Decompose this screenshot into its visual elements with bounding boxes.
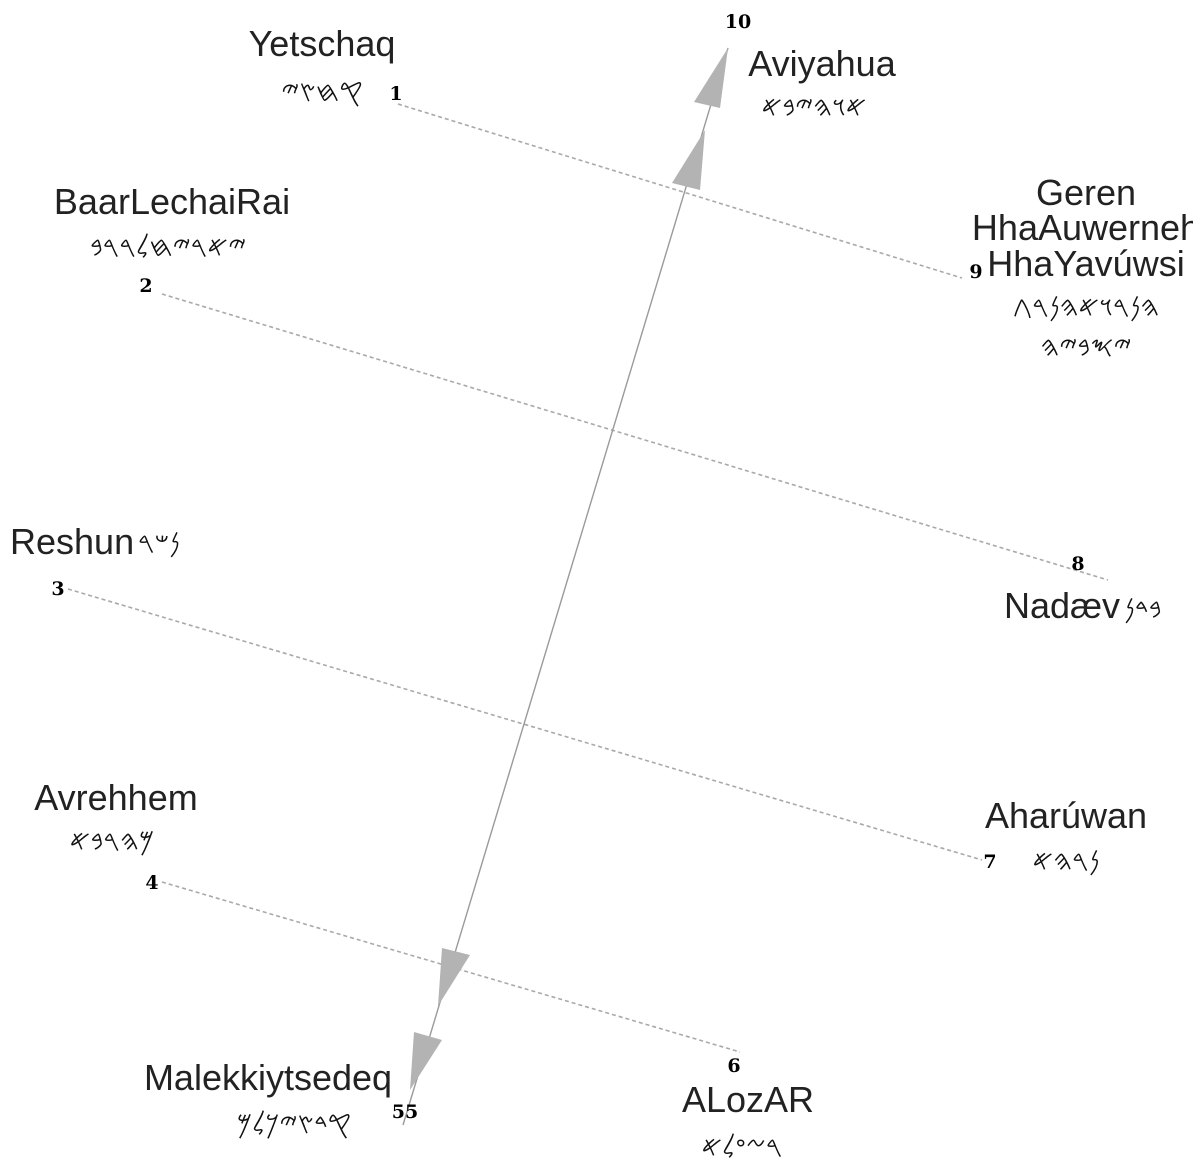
arrowhead-lower xyxy=(438,948,470,1006)
node-5: Malekkiytsedeq 𐤒𐤃𐤑𐤉𐤊𐤋𐤌 55 xyxy=(144,1057,418,1140)
node-9: Geren HhaAuwerneh HhaYavúwsi 9 𐤄𐤍𐤓𐤅𐤀𐤄𐤍𐤓𐤂… xyxy=(969,172,1193,363)
node-glyphs: 𐤀𐤅𐤄𐤉𐤁𐤀 xyxy=(761,90,866,123)
node-number: 7 xyxy=(983,851,996,873)
node-name-line: Geren xyxy=(1036,172,1136,213)
node-glyphs: 𐤌𐤄𐤓𐤁𐤀 xyxy=(70,824,155,857)
node-number: 9 xyxy=(969,261,982,283)
node-number: 6 xyxy=(727,1055,740,1077)
node-7: Aharúwan 𐤍𐤓𐤄𐤀 7 xyxy=(983,795,1147,877)
node-name: Reshun xyxy=(10,521,134,562)
node-number: 3 xyxy=(51,578,64,600)
node-name: Aviyahua xyxy=(748,43,896,84)
node-number: 10 xyxy=(725,11,751,33)
node-name: Avrehhem xyxy=(34,777,197,818)
node-glyphs: 𐤒𐤃𐤑𐤉𐤊𐤋𐤌 xyxy=(237,1107,351,1140)
node-number: 55 xyxy=(392,1101,418,1123)
node-2: BaarLechaiRai 𐤉𐤀𐤓𐤉𐤇𐤋𐤓𐤓𐤁 2 xyxy=(54,181,290,297)
node-glyphs: 𐤓𐤆𐤏𐤋𐤀 xyxy=(701,1130,782,1163)
node-name-line: HhaAuwerneh xyxy=(972,207,1193,248)
node-glyphs: 𐤁𐤃𐤍 xyxy=(1124,592,1162,625)
node-name: Aharúwan xyxy=(985,795,1147,836)
node-3: Reshun 𐤍𐤔𐤓 3 xyxy=(10,521,180,600)
node-number: 2 xyxy=(139,275,152,297)
axis-line xyxy=(402,47,729,1126)
arrowhead-bottom xyxy=(410,1032,442,1090)
node-name: Malekkiytsedeq xyxy=(144,1057,392,1098)
node-number: 4 xyxy=(145,872,158,894)
node-4: Avrehhem 𐤌𐤄𐤓𐤁𐤀 4 xyxy=(34,777,197,894)
node-glyphs-line: 𐤄𐤍𐤓𐤅𐤀𐤄𐤍𐤓𐤂 xyxy=(1013,290,1160,323)
node-6: 6 ALozAR 𐤓𐤆𐤏𐤋𐤀 xyxy=(682,1055,814,1163)
node-1: Yetschaq 𐤒𐤇𐤑𐤉 1 xyxy=(249,23,403,108)
node-name: Nadæv xyxy=(1004,585,1120,626)
connector-1-9 xyxy=(397,103,963,279)
node-glyphs: 𐤍𐤔𐤓 xyxy=(138,526,180,559)
node-name: ALozAR xyxy=(682,1079,814,1120)
arrowhead-upper xyxy=(672,130,705,190)
arrowhead-top xyxy=(694,48,728,108)
node-glyphs: 𐤒𐤇𐤑𐤉 xyxy=(281,75,362,108)
node-10: 10 Aviyahua 𐤀𐤅𐤄𐤉𐤁𐤀 xyxy=(725,11,897,123)
node-name: Yetschaq xyxy=(249,23,396,64)
node-number: 8 xyxy=(1071,553,1084,575)
connector-3-7 xyxy=(67,588,983,861)
node-glyphs-line: 𐤉𐤎𐤁𐤉𐤄 xyxy=(1040,330,1131,363)
node-glyphs: 𐤍𐤓𐤄𐤀 xyxy=(1032,844,1099,877)
node-name: BaarLechaiRai xyxy=(54,181,290,222)
node-name-line: HhaYavúwsi xyxy=(987,243,1184,284)
node-glyphs: 𐤉𐤀𐤓𐤉𐤇𐤋𐤓𐤓𐤁 xyxy=(90,230,246,263)
node-number: 1 xyxy=(389,83,402,105)
node-8: 8 Nadæv 𐤁𐤃𐤍 xyxy=(1004,553,1162,626)
connector-2-8 xyxy=(161,293,1109,581)
